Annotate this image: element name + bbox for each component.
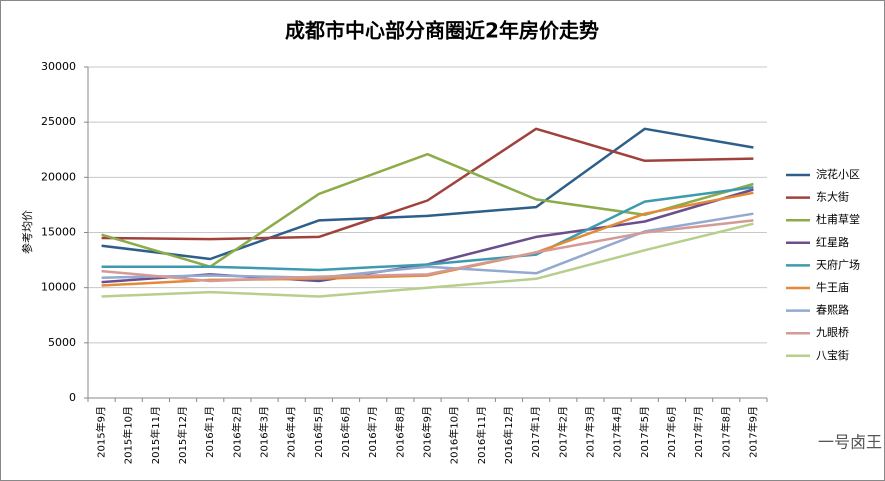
x-tick-label: 2017年4月 — [611, 406, 624, 458]
x-tick-label: 2016年9月 — [421, 406, 434, 458]
x-tick-label: 2016年8月 — [393, 406, 406, 458]
watermark: 一号卤王 — [818, 433, 882, 452]
x-tick-label: 2017年2月 — [556, 406, 569, 458]
legend-label: 春熙路 — [816, 304, 849, 317]
x-tick-label: 2015年9月 — [95, 406, 108, 458]
x-tick-label: 2016年1月 — [203, 406, 216, 458]
x-tick-label: 2017年9月 — [746, 406, 759, 458]
y-axis-label: 参考均价 — [20, 210, 34, 254]
series-line — [101, 186, 754, 272]
y-tick-label: 25000 — [41, 115, 76, 128]
x-tick-label: 2016年5月 — [312, 406, 325, 458]
x-tick-label: 2016年11月 — [475, 406, 488, 464]
legend-label: 天府广场 — [816, 257, 860, 271]
legend-label: 牛王庙 — [816, 280, 849, 294]
x-tick-label: 2016年7月 — [366, 406, 379, 458]
x-tick-label: 2015年11月 — [149, 406, 162, 464]
x-tick-label: 2016年12月 — [502, 406, 515, 464]
x-tick-label: 2016年6月 — [339, 406, 352, 458]
x-tick-label: 2017年8月 — [719, 406, 732, 458]
x-tick-label: 2017年3月 — [583, 406, 596, 458]
x-tick-label: 2017年6月 — [665, 406, 678, 458]
x-tick-label: 2015年12月 — [176, 406, 189, 464]
chart-title: 成都市中心部分商圈近2年房价走势 — [285, 19, 599, 43]
x-tick-label: 2017年7月 — [692, 406, 705, 458]
x-tick-label: 2017年1月 — [529, 406, 542, 458]
y-tick-label: 15000 — [41, 226, 76, 239]
y-tick-label: 30000 — [41, 60, 76, 73]
x-tick-label: 2017年5月 — [638, 406, 651, 458]
legend-label: 九眼桥 — [816, 326, 849, 339]
legend-label: 八宝街 — [816, 348, 849, 362]
series-line — [101, 219, 754, 283]
x-tick-label: 2016年4月 — [285, 406, 298, 458]
legend-label: 杜甫草堂 — [816, 212, 860, 226]
x-tick-label: 2016年3月 — [258, 406, 271, 458]
legend-label: 东大街 — [816, 190, 849, 204]
series-line — [101, 127, 754, 261]
series-line — [101, 127, 754, 241]
legend-label: 红星路 — [816, 236, 849, 249]
legend-label: 浣花小区 — [816, 167, 860, 181]
series-line — [101, 222, 754, 298]
x-tick-label: 2016年10月 — [448, 406, 461, 464]
x-tick-label: 2016年2月 — [230, 406, 243, 458]
y-tick-label: 0 — [69, 391, 76, 404]
y-tick-label: 10000 — [41, 281, 76, 294]
y-tick-label: 5000 — [48, 336, 76, 349]
x-tick-label: 2015年10月 — [122, 406, 135, 464]
y-tick-label: 20000 — [41, 170, 76, 183]
